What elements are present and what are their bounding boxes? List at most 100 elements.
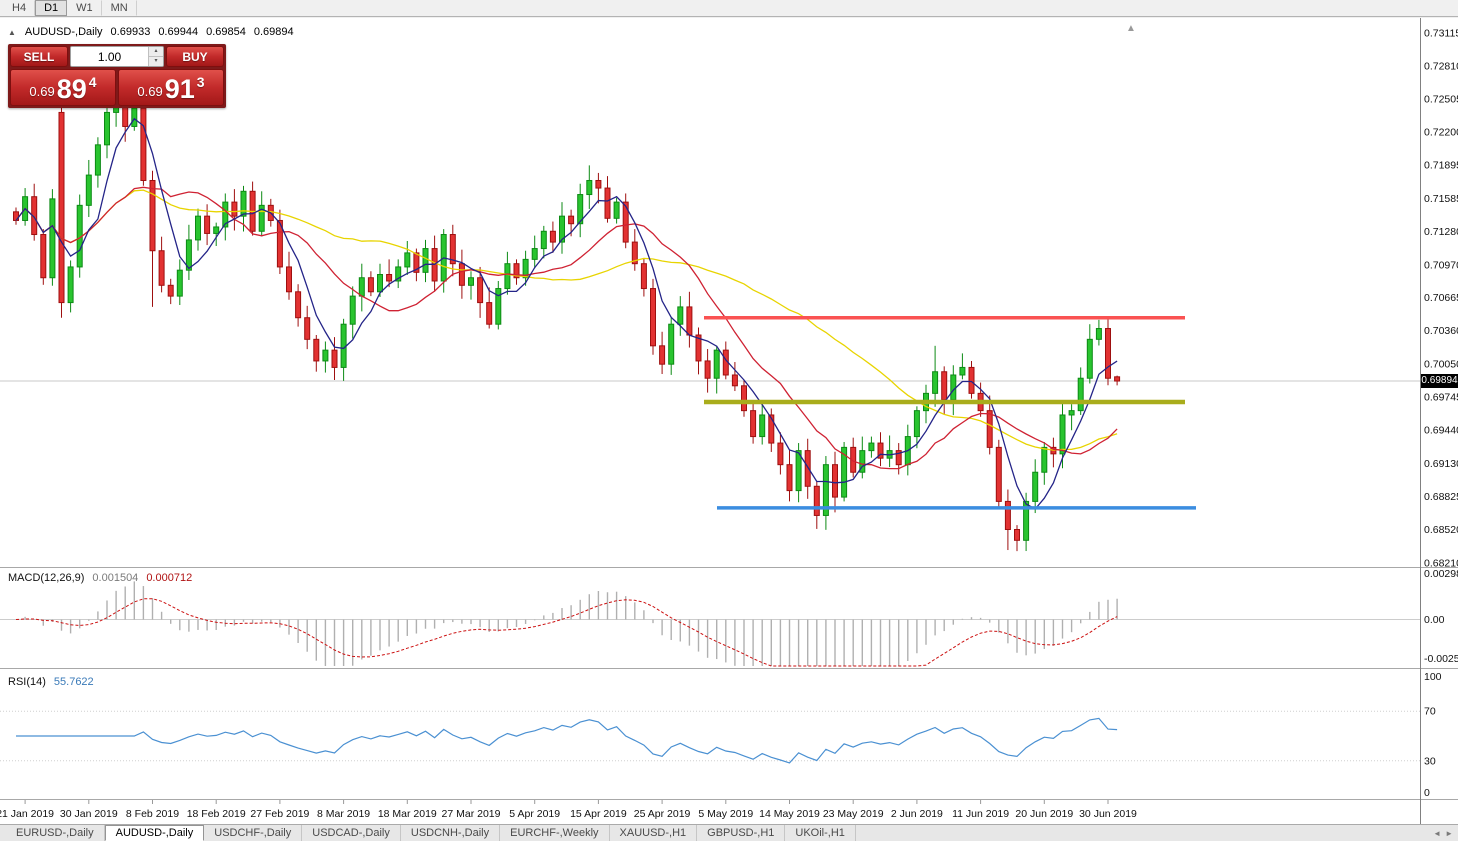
macd-axis[interactable]: 0.00298 0.00 -0.00252 (1424, 568, 1458, 665)
timeframe-toolbar: H4 D1 W1 MN (0, 0, 1458, 17)
ohlc-low-value: 0.69854 (206, 26, 246, 38)
tab-scroll-left-icon[interactable]: ◄ (1433, 828, 1442, 838)
sell-price-button[interactable]: 0.69 89 4 (10, 69, 116, 106)
date-axis-label: 18 Feb 2019 (187, 808, 246, 820)
ma-slow-line (15, 189, 1118, 451)
rsi-axis-label: 30 (1424, 755, 1436, 767)
date-axis-label: 23 May 2019 (823, 808, 884, 820)
buy-price-prefix: 0.69 (137, 84, 163, 99)
volume-spinner: ▴ ▾ (148, 47, 163, 66)
timeframe-button-d1[interactable]: D1 (35, 0, 68, 16)
chart-tab-usdcnh-daily[interactable]: USDCNH-,Daily (401, 825, 501, 841)
volume-input[interactable] (71, 47, 148, 66)
timeframe-button-w1[interactable]: W1 (67, 0, 102, 16)
tab-scroll-right-icon[interactable]: ► (1445, 828, 1453, 838)
rsi-axis[interactable]: 100 70 30 0 (1424, 671, 1442, 799)
date-axis-label: 27 Feb 2019 (250, 808, 309, 820)
ohlc-high-value: 0.69944 (158, 26, 199, 38)
macd-main-value: 0.001504 (92, 572, 139, 584)
current-price-badge: 0.69894 (1421, 374, 1458, 388)
macd-signal-line (15, 598, 1118, 667)
rsi-value: 55.7622 (53, 676, 94, 688)
date-axis-label: 20 Jun 2019 (1015, 808, 1073, 820)
date-axis-label: 15 Apr 2019 (570, 808, 627, 820)
date-axis-label: 25 Apr 2019 (634, 808, 691, 820)
rsi-axis-label: 70 (1424, 706, 1436, 718)
price-axis-label: 0.72505 (1424, 93, 1458, 105)
chart-tab-ukoil-h1[interactable]: UKOil-,H1 (785, 825, 856, 841)
sell-price-big-digits: 89 (56, 74, 87, 104)
timeframe-button-mn[interactable]: MN (102, 0, 137, 16)
chart-tab-audusd-daily[interactable]: AUDUSD-,Daily (104, 825, 205, 841)
date-axis-label: 8 Mar 2019 (317, 808, 370, 820)
candles-layer (13, 92, 1121, 552)
rsi-axis-label: 0 (1424, 787, 1430, 799)
price-axis-label: 0.71895 (1424, 159, 1458, 171)
chart-tab-gbpusd-h1[interactable]: GBPUSD-,H1 (697, 825, 786, 841)
chart-background (0, 18, 1458, 824)
ohlc-open-value: 0.69933 (110, 26, 151, 38)
buy-price-button[interactable]: 0.69 91 3 (118, 69, 224, 106)
date-axis-label: 21 Jan 2019 (0, 808, 54, 820)
date-axis-label: 11 Jun 2019 (952, 808, 1009, 820)
date-axis-label: 5 May 2019 (698, 808, 753, 820)
chart-tab-usdcad-daily[interactable]: USDCAD-,Daily (302, 825, 401, 841)
macd-axis-label: -0.00252 (1424, 653, 1458, 665)
volume-stepper: ▴ ▾ (70, 46, 164, 67)
price-axis-label: 0.68825 (1424, 491, 1458, 503)
chart-tab-usdchf-daily[interactable]: USDCHF-,Daily (204, 825, 303, 841)
buy-button[interactable]: BUY (166, 46, 224, 67)
macd-axis-label: 0.00298 (1424, 568, 1458, 580)
date-axis-label: 30 Jun 2019 (1079, 808, 1137, 820)
date-axis-label: 5 Apr 2019 (509, 808, 560, 820)
tab-scroll-controls: ◄ ► (1433, 825, 1458, 841)
macd-signal-value: 0.000712 (146, 572, 193, 584)
macd-histogram (24, 581, 1118, 666)
date-axis-label: 8 Feb 2019 (126, 808, 179, 820)
rsi-title: RSI(14) (8, 676, 46, 688)
buy-price-big-digits: 91 (164, 74, 195, 104)
buy-price-pip-digit: 3 (196, 74, 205, 90)
price-axis-label: 0.69745 (1424, 392, 1458, 404)
sell-button[interactable]: SELL (10, 46, 68, 67)
date-axis[interactable]: 21 Jan 2019 30 Jan 2019 8 Feb 2019 18 Feb 2… (0, 800, 1137, 820)
chart-info-bar: ▲ AUDUSD-,Daily 0.69933 0.69944 0.69854 … (8, 26, 294, 38)
date-axis-label: 30 Jan 2019 (60, 808, 118, 820)
price-axis-label: 0.73115 (1424, 28, 1458, 40)
date-axis-label: 14 May 2019 (759, 808, 820, 820)
chart-shift-marker-icon[interactable]: ▲ (1126, 23, 1136, 34)
price-axis-label: 0.70665 (1424, 292, 1458, 304)
sell-price-prefix: 0.69 (29, 84, 55, 99)
date-axis-label: 2 Jun 2019 (891, 808, 943, 820)
chart-tab-xauusd-h1[interactable]: XAUUSD-,H1 (610, 825, 698, 841)
one-click-toggle-icon[interactable]: ▲ (8, 27, 16, 37)
chart-tab-eurchf-weekly[interactable]: EURCHF-,Weekly (500, 825, 610, 841)
volume-down-button[interactable]: ▾ (149, 57, 163, 66)
chart-tab-eurusd-daily[interactable]: EURUSD-,Daily (6, 825, 105, 841)
volume-up-button[interactable]: ▴ (149, 47, 163, 57)
rsi-line (16, 717, 1118, 764)
rsi-indicator-label: RSI(14) 55.7622 (8, 676, 94, 688)
date-axis-label: 18 Mar 2019 (378, 808, 437, 820)
date-axis-label: 27 Mar 2019 (442, 808, 501, 820)
timeframe-button-h4[interactable]: H4 (3, 0, 36, 16)
macd-title: MACD(12,26,9) (8, 572, 85, 584)
chart-tab-bar: EURUSD-,Daily AUDUSD-,Daily USDCHF-,Daily U… (0, 824, 1458, 841)
ma-fast-line (15, 117, 1118, 510)
macd-axis-label: 0.00 (1424, 614, 1445, 626)
macd-indicator-label: MACD(12,26,9) 0.001504 0.000712 (8, 572, 192, 584)
